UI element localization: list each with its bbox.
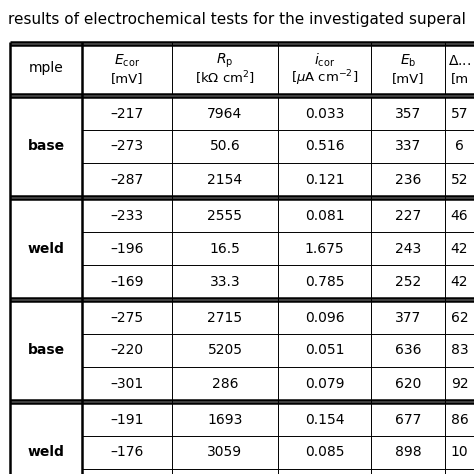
Text: –191: –191: [110, 412, 144, 427]
Text: 227: 227: [395, 209, 421, 222]
Text: 0.121: 0.121: [305, 173, 344, 186]
Text: 92: 92: [451, 376, 468, 391]
Text: –196: –196: [110, 241, 144, 255]
Text: $\Delta$...: $\Delta$...: [448, 54, 471, 68]
Text: 636: 636: [395, 344, 421, 357]
Text: [k$\Omega$ cm$^2$]: [k$\Omega$ cm$^2$]: [195, 70, 255, 87]
Text: 0.079: 0.079: [305, 376, 344, 391]
Text: 0.051: 0.051: [305, 344, 344, 357]
Text: weld: weld: [27, 446, 64, 459]
Text: 2154: 2154: [208, 173, 243, 186]
Text: $E_{\rm b}$: $E_{\rm b}$: [400, 53, 416, 69]
Text: 286: 286: [212, 376, 238, 391]
Text: 7964: 7964: [207, 107, 243, 120]
Text: 57: 57: [451, 107, 468, 120]
Text: 62: 62: [451, 310, 468, 325]
Text: 620: 620: [395, 376, 421, 391]
Text: 0.081: 0.081: [305, 209, 344, 222]
Text: –273: –273: [110, 139, 144, 154]
Text: 2715: 2715: [208, 310, 243, 325]
Text: [mV]: [mV]: [392, 72, 424, 85]
Text: 0.516: 0.516: [305, 139, 344, 154]
Text: 10: 10: [451, 446, 468, 459]
Text: $E_{\rm cor}$: $E_{\rm cor}$: [114, 53, 140, 69]
Text: 0.154: 0.154: [305, 412, 344, 427]
Text: 898: 898: [395, 446, 421, 459]
Text: 377: 377: [395, 310, 421, 325]
Text: 0.033: 0.033: [305, 107, 344, 120]
Text: 50.6: 50.6: [210, 139, 240, 154]
Text: –233: –233: [110, 209, 144, 222]
Text: 83: 83: [451, 344, 468, 357]
Text: [mV]: [mV]: [111, 72, 143, 85]
Text: 2555: 2555: [208, 209, 243, 222]
Text: –275: –275: [110, 310, 144, 325]
Text: –176: –176: [110, 446, 144, 459]
Text: 252: 252: [395, 274, 421, 289]
Text: 357: 357: [395, 107, 421, 120]
Text: 33.3: 33.3: [210, 274, 240, 289]
Text: 46: 46: [451, 209, 468, 222]
Text: 86: 86: [451, 412, 468, 427]
Text: –169: –169: [110, 274, 144, 289]
Text: 337: 337: [395, 139, 421, 154]
Text: 1693: 1693: [207, 412, 243, 427]
Text: 0.096: 0.096: [305, 310, 344, 325]
Text: 243: 243: [395, 241, 421, 255]
Text: 52: 52: [451, 173, 468, 186]
Text: –287: –287: [110, 173, 144, 186]
Text: base: base: [27, 344, 64, 357]
Text: 3059: 3059: [208, 446, 243, 459]
Text: –220: –220: [110, 344, 144, 357]
Text: 16.5: 16.5: [210, 241, 240, 255]
Text: $R_{\rm p}$: $R_{\rm p}$: [216, 52, 234, 70]
Text: 236: 236: [395, 173, 421, 186]
Text: 0.785: 0.785: [305, 274, 344, 289]
Text: 677: 677: [395, 412, 421, 427]
Text: mple: mple: [28, 61, 64, 75]
Text: 6: 6: [455, 139, 464, 154]
Text: 1.675: 1.675: [305, 241, 344, 255]
Text: $i_{\rm cor}$: $i_{\rm cor}$: [314, 52, 335, 69]
Text: [$\mu$A cm$^{-2}$]: [$\mu$A cm$^{-2}$]: [291, 69, 358, 88]
Text: 0.085: 0.085: [305, 446, 344, 459]
Text: 5205: 5205: [208, 344, 243, 357]
Text: –301: –301: [110, 376, 144, 391]
Text: 42: 42: [451, 241, 468, 255]
Text: weld: weld: [27, 241, 64, 255]
Text: base: base: [27, 139, 64, 154]
Text: 42: 42: [451, 274, 468, 289]
Text: results of electrochemical tests for the investigated superal: results of electrochemical tests for the…: [8, 12, 466, 27]
Text: –217: –217: [110, 107, 144, 120]
Text: [m: [m: [450, 72, 469, 85]
